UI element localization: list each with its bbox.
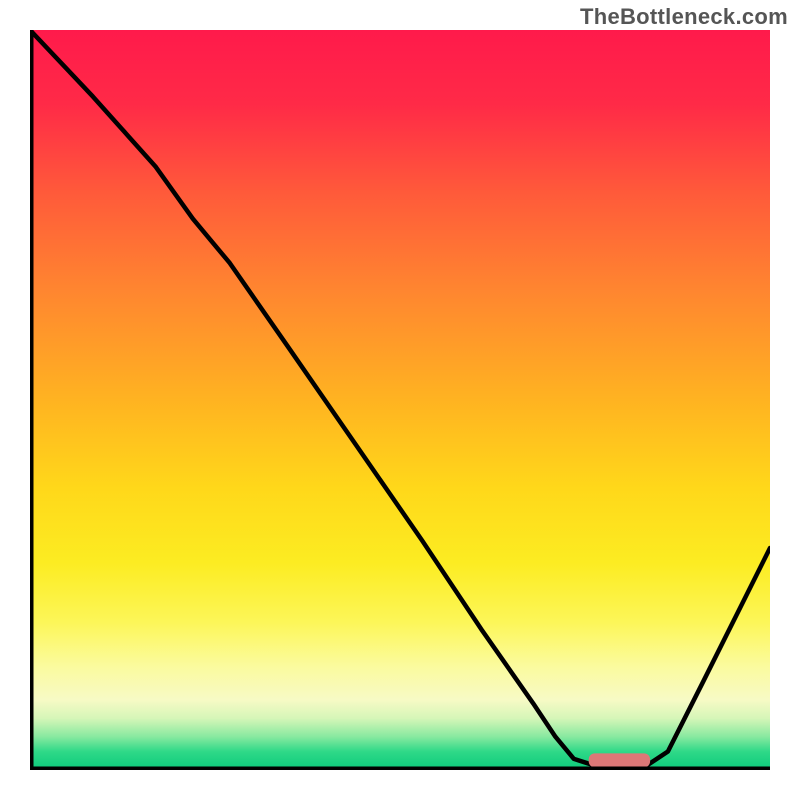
gradient-background bbox=[30, 30, 770, 770]
plot-area bbox=[30, 30, 770, 770]
chart-container: { "watermark": "TheBottleneck.com", "cha… bbox=[0, 0, 800, 800]
optimal-region-marker bbox=[589, 753, 650, 767]
plot-svg bbox=[30, 30, 770, 770]
watermark-text: TheBottleneck.com bbox=[580, 4, 788, 30]
